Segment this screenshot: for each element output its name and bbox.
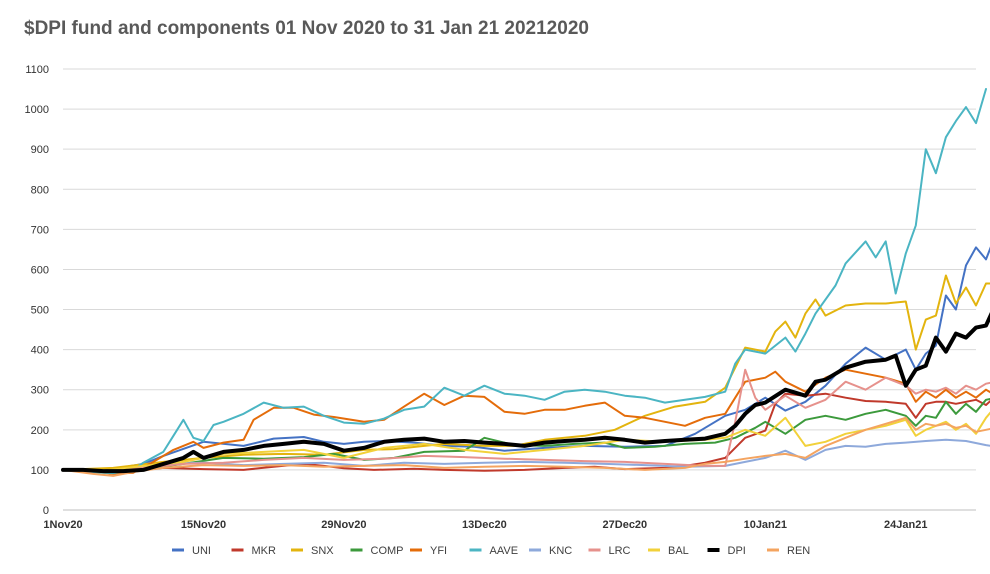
y-tick-label: 200 — [31, 425, 49, 437]
series-line-mkr — [62, 392, 990, 473]
legend-label-uni: UNI — [192, 545, 211, 557]
series-line-dpi — [61, 312, 990, 474]
legend-label-bal: BAL — [668, 545, 689, 557]
x-tick-label: 27Dec20 — [603, 519, 648, 531]
series-line-ren — [62, 416, 990, 477]
y-tick-label: 100 — [31, 465, 49, 477]
series-line-comp — [62, 397, 990, 473]
x-tick-label: 10Jan21 — [744, 519, 787, 531]
y-tick-label: 800 — [31, 184, 49, 196]
y-tick-label: 400 — [31, 345, 49, 357]
legend-label-aave: AAVE — [490, 545, 519, 557]
y-tick-label: 0 — [43, 505, 49, 517]
series-lines — [61, 88, 990, 477]
legend-label-comp: COMP — [371, 545, 404, 557]
y-tick-label: 600 — [31, 264, 49, 276]
legend-label-ren: REN — [787, 545, 810, 557]
legend: UNI MKR SNX COMP YFI AAVE KNC LRC BAL DPI REN — [172, 545, 810, 557]
y-tick-label: 1100 — [25, 64, 49, 76]
y-tick-label: 900 — [31, 144, 49, 156]
legend-label-lrc: LRC — [609, 545, 631, 557]
x-tick-label: 29Nov20 — [321, 519, 366, 531]
x-tick-label: 24Jan21 — [884, 519, 927, 531]
y-tick-label: 1000 — [25, 104, 49, 116]
x-tick-label: 13Dec20 — [462, 519, 507, 531]
legend-label-snx: SNX — [311, 545, 334, 557]
series-line-uni — [62, 246, 990, 472]
chart-title: $DPI fund and components 01 Nov 2020 to … — [24, 18, 589, 39]
legend-label-dpi: DPI — [728, 545, 746, 557]
legend-label-yfi: YFI — [430, 545, 447, 557]
gridlines — [63, 68, 976, 511]
series-line-yfi — [62, 368, 990, 475]
x-tick-label: 1Nov20 — [43, 519, 82, 531]
legend-label-mkr: MKR — [252, 545, 277, 557]
y-tick-label: 500 — [31, 305, 49, 317]
axes: 0 100 200 300 400 500 600 700 800 900 1000 1100 1Nov… — [25, 64, 928, 531]
series-line-aave — [62, 88, 987, 475]
series-line-lrc — [62, 368, 990, 472]
series-line-bal — [62, 411, 990, 472]
legend-label-knc: KNC — [549, 545, 572, 557]
x-tick-label: 15Nov20 — [181, 519, 226, 531]
y-tick-label: 300 — [31, 385, 49, 397]
y-tick-label: 700 — [31, 224, 49, 236]
